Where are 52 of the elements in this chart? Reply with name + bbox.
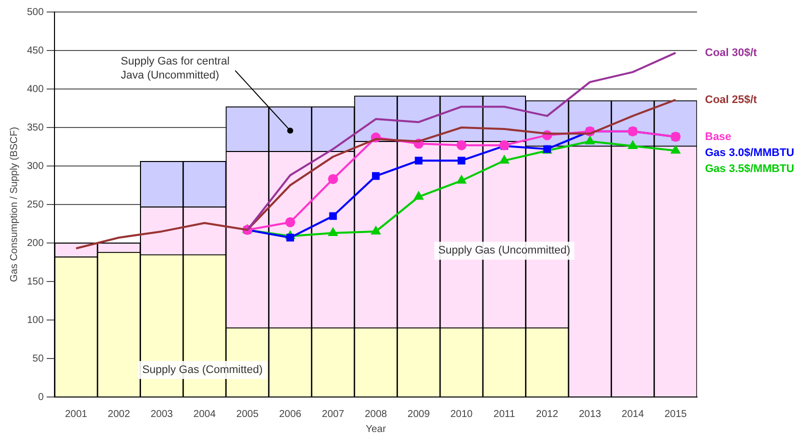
point bbox=[456, 140, 466, 150]
x-tick-label: 2013 bbox=[578, 408, 602, 420]
point bbox=[329, 212, 337, 220]
text: Gas 3.5$/MMBTU bbox=[705, 162, 794, 175]
text: Gas 3.0$/MMBTU bbox=[705, 146, 794, 159]
x-tick-label: 2002 bbox=[108, 408, 130, 420]
text: Coal 30$/t bbox=[705, 46, 758, 59]
x-tick-label: 2009 bbox=[408, 408, 430, 420]
y-tick-label: 200 bbox=[26, 238, 44, 249]
y-tick-label: 250 bbox=[26, 199, 44, 210]
x-tick-label: 2010 bbox=[450, 408, 474, 420]
annotation: Supply Gas (Committed) bbox=[142, 364, 263, 376]
y-tick-label: 0 bbox=[38, 392, 44, 403]
y-tick-label: 350 bbox=[26, 122, 44, 134]
point bbox=[414, 156, 422, 164]
x-tick-label: 2014 bbox=[622, 408, 644, 420]
x-tick-label: 2015 bbox=[664, 408, 688, 420]
annotation: Supply Gas (Uncommitted) bbox=[438, 244, 570, 257]
y-tick-label: 50 bbox=[32, 353, 44, 364]
y-tick-label: 450 bbox=[26, 45, 44, 56]
x-tick-label: 2011 bbox=[494, 408, 516, 420]
x-tick-label: 2005 bbox=[236, 408, 259, 420]
x-tick-label: 2006 bbox=[279, 408, 302, 420]
x-tick-label: 2012 bbox=[536, 408, 559, 420]
y-tick-label: 500 bbox=[26, 6, 44, 18]
x-tick-label: 2003 bbox=[150, 408, 174, 420]
point bbox=[372, 172, 380, 180]
point bbox=[585, 136, 594, 144]
point bbox=[671, 146, 680, 154]
point bbox=[500, 156, 509, 164]
x-axis-title: Year bbox=[366, 424, 387, 435]
x-tick-label: 2001 bbox=[64, 408, 88, 420]
point bbox=[371, 226, 380, 234]
y-tick-label: 400 bbox=[26, 84, 44, 95]
x-tick-label: 2004 bbox=[193, 408, 216, 420]
x-tick-label: 2008 bbox=[364, 408, 388, 420]
text: Base bbox=[705, 130, 732, 143]
y-tick-label: 300 bbox=[26, 160, 44, 172]
point bbox=[457, 176, 466, 184]
point bbox=[286, 234, 294, 242]
point bbox=[628, 140, 638, 149]
annotation: Supply Gas for central Java (Uncommitted) bbox=[120, 56, 230, 82]
point bbox=[414, 192, 424, 200]
y-tick-label: 100 bbox=[26, 314, 44, 326]
text: Coal 25$/t bbox=[705, 94, 758, 106]
y-tick-label: 150 bbox=[26, 276, 44, 288]
point bbox=[458, 156, 466, 164]
y-axis-title: Gas Consumption / Supply (BSCF) bbox=[8, 126, 20, 282]
point bbox=[285, 217, 296, 228]
point bbox=[328, 174, 338, 184]
x-tick-label: 2007 bbox=[322, 408, 345, 420]
point bbox=[328, 228, 338, 236]
